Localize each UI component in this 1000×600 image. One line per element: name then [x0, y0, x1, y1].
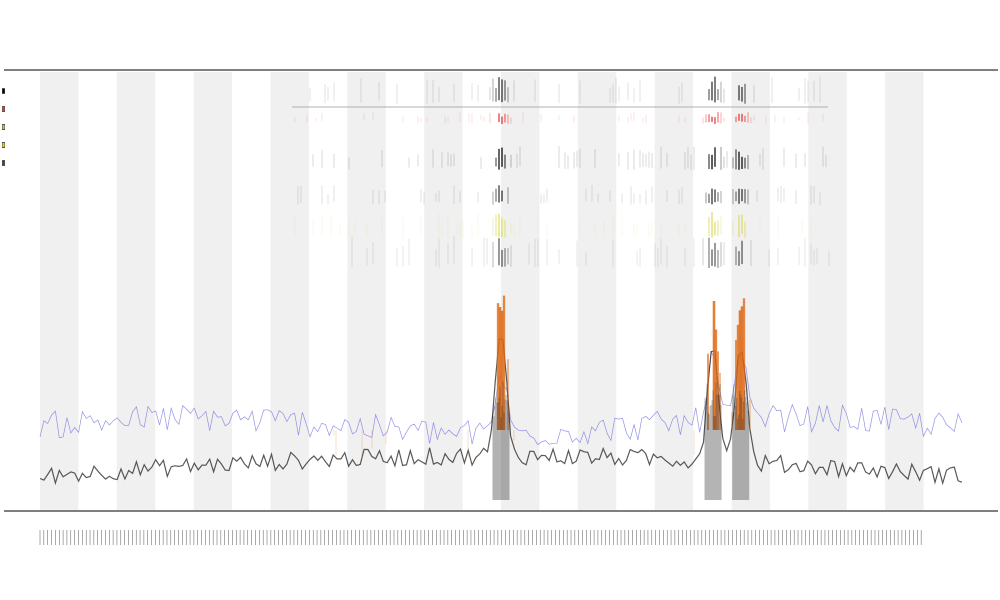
- shaded-band: [654, 72, 694, 510]
- shaded-band: [885, 72, 924, 510]
- legend-swatch: [2, 106, 5, 112]
- legend-swatch: [2, 124, 5, 130]
- legend-swatch: [2, 88, 5, 94]
- legend-item: [2, 136, 6, 154]
- shaded-band: [577, 72, 617, 510]
- chart-legend: [2, 82, 10, 172]
- shaded-band: [116, 72, 156, 510]
- shaded-band: [193, 72, 233, 510]
- shaded-band: [40, 72, 79, 510]
- shaded-band: [270, 72, 309, 510]
- shaded-band: [501, 72, 540, 510]
- shaded-band: [347, 72, 386, 510]
- shaded-band: [424, 72, 463, 510]
- legend-item: [2, 100, 6, 118]
- legend-swatch: [2, 142, 5, 148]
- legend-item: [2, 154, 6, 172]
- shaded-band: [808, 72, 847, 510]
- legend-item: [2, 118, 6, 136]
- legend-item: [2, 82, 6, 100]
- legend-swatch: [2, 160, 5, 166]
